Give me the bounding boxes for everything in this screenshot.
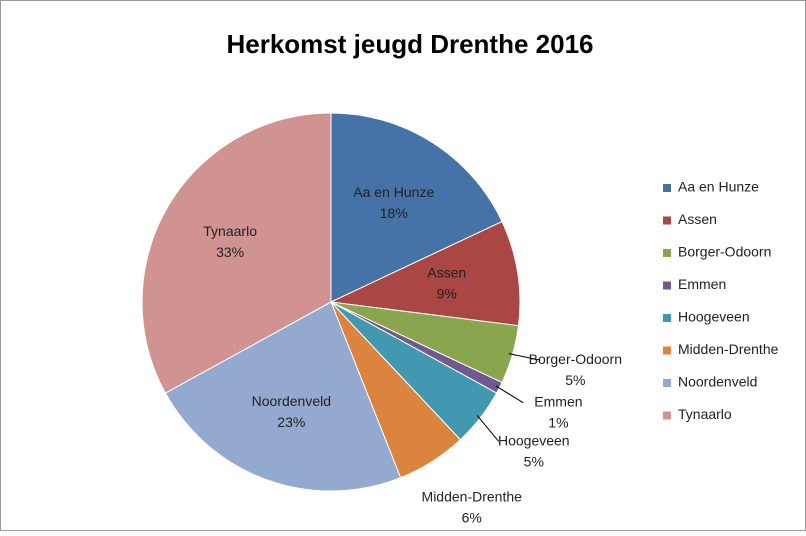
slice-value-label: 5% <box>524 453 544 469</box>
slice-label: Tynaarlo <box>203 223 257 239</box>
slice-label: Aa en Hunze <box>353 184 434 200</box>
legend-label: Tynaarlo <box>678 406 732 422</box>
leader-line <box>476 415 500 442</box>
pie-slice <box>141 112 332 394</box>
legend-label: Hoogeveen <box>678 309 750 325</box>
slice-label: Hoogeveen <box>498 432 570 448</box>
slice-value-label: 23% <box>277 414 305 430</box>
legend-swatch <box>663 184 671 192</box>
slice-value-label: 1% <box>548 414 568 430</box>
slice-value-label: 18% <box>380 205 408 221</box>
legend-swatch <box>663 314 671 322</box>
slice-label: Emmen <box>534 393 582 409</box>
slice-value-label: 5% <box>565 372 585 388</box>
slice-label: Noordenveld <box>252 393 331 409</box>
legend-swatch <box>663 281 671 290</box>
legend-label: Emmen <box>678 276 726 292</box>
legend-swatch <box>663 249 671 257</box>
pie-slice <box>330 112 503 303</box>
leader-line <box>495 385 524 404</box>
chart-title: Herkomst jeugd Drenthe 2016 <box>226 29 593 59</box>
legend-swatch <box>663 346 671 355</box>
slice-label: Assen <box>427 264 466 280</box>
legend-swatch <box>663 379 671 387</box>
legend-swatch <box>663 216 671 225</box>
legend-label: Borger-Odoorn <box>678 244 771 260</box>
legend-label: Assen <box>678 211 717 227</box>
slice-value-label: 6% <box>462 510 482 526</box>
legend-label: Midden-Drenthe <box>678 341 779 357</box>
slice-label: Midden-Drenthe <box>422 489 523 505</box>
legend-swatch <box>663 411 671 420</box>
pie-slice <box>329 220 521 327</box>
slice-label: Borger-Odoorn <box>529 351 622 367</box>
leader-line <box>508 353 541 361</box>
pie-slice <box>164 301 402 492</box>
legend-label: Noordenveld <box>678 374 757 390</box>
slice-value-label: 33% <box>216 244 244 260</box>
legend-label: Aa en Hunze <box>678 179 759 195</box>
slice-value-label: 9% <box>437 285 457 301</box>
